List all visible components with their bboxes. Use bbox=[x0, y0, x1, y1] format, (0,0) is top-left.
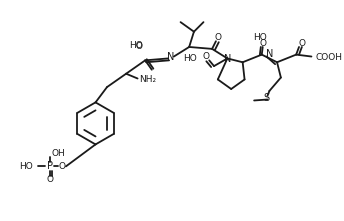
Text: HO: HO bbox=[129, 41, 142, 50]
Text: COOH: COOH bbox=[315, 53, 342, 62]
Text: N: N bbox=[167, 52, 175, 63]
Text: HO: HO bbox=[253, 33, 267, 42]
Text: NH₂: NH₂ bbox=[139, 75, 157, 84]
Text: N: N bbox=[224, 54, 231, 64]
Text: HO: HO bbox=[183, 54, 197, 63]
Text: P: P bbox=[47, 161, 53, 171]
Text: O: O bbox=[259, 39, 266, 48]
Text: O: O bbox=[136, 42, 143, 51]
Text: N: N bbox=[266, 49, 273, 59]
Text: O: O bbox=[58, 162, 66, 171]
Text: O: O bbox=[214, 33, 221, 42]
Text: OH: OH bbox=[52, 149, 65, 158]
Text: O: O bbox=[203, 52, 210, 61]
Text: O: O bbox=[46, 175, 53, 184]
Text: HO: HO bbox=[19, 162, 32, 171]
Text: S: S bbox=[264, 93, 270, 103]
Text: O: O bbox=[298, 39, 305, 48]
